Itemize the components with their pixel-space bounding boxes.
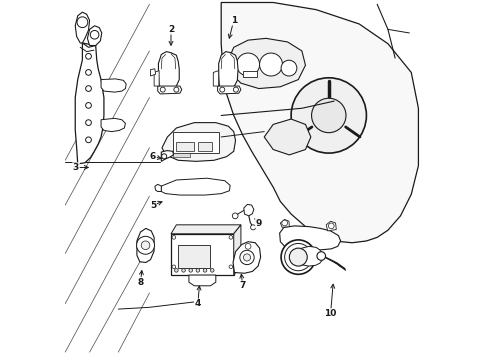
Text: 5: 5 (150, 201, 156, 210)
Text: 8: 8 (137, 278, 143, 287)
Circle shape (85, 69, 91, 75)
Circle shape (85, 103, 91, 108)
Circle shape (281, 60, 296, 76)
Polygon shape (101, 79, 126, 92)
Text: 1: 1 (230, 16, 236, 25)
Bar (171, 234, 233, 275)
Polygon shape (221, 3, 418, 243)
Polygon shape (280, 220, 289, 227)
Polygon shape (217, 86, 241, 94)
Circle shape (203, 269, 206, 272)
Circle shape (228, 235, 232, 239)
Circle shape (174, 269, 178, 272)
Circle shape (196, 269, 199, 272)
Circle shape (188, 269, 192, 272)
Circle shape (244, 243, 250, 249)
Circle shape (210, 269, 214, 272)
Text: 6: 6 (150, 152, 156, 161)
Bar (176, 141, 194, 150)
Circle shape (174, 87, 179, 92)
Polygon shape (101, 118, 125, 132)
Polygon shape (161, 150, 173, 161)
Circle shape (289, 248, 306, 266)
Polygon shape (264, 119, 310, 155)
Circle shape (219, 87, 224, 92)
Polygon shape (279, 226, 340, 250)
Circle shape (281, 220, 287, 226)
Circle shape (328, 223, 333, 229)
Circle shape (160, 87, 165, 92)
Bar (173, 153, 189, 157)
Polygon shape (158, 86, 182, 94)
Circle shape (77, 17, 88, 28)
Circle shape (232, 213, 238, 219)
Polygon shape (228, 39, 305, 89)
Polygon shape (188, 275, 215, 286)
Polygon shape (87, 26, 102, 45)
Text: 7: 7 (239, 281, 245, 290)
Circle shape (281, 240, 315, 274)
Circle shape (141, 241, 149, 249)
Polygon shape (137, 228, 154, 262)
Circle shape (311, 98, 346, 133)
Circle shape (85, 86, 91, 91)
Bar (198, 141, 212, 150)
Circle shape (259, 53, 282, 76)
Circle shape (85, 53, 91, 59)
Text: 2: 2 (167, 25, 174, 34)
Polygon shape (213, 71, 218, 86)
Polygon shape (297, 246, 322, 266)
Polygon shape (233, 225, 241, 275)
Polygon shape (218, 51, 238, 89)
Polygon shape (150, 69, 155, 76)
Circle shape (172, 265, 175, 269)
Polygon shape (171, 225, 241, 234)
Polygon shape (244, 204, 253, 216)
Bar (172, 132, 219, 153)
Text: 9: 9 (255, 219, 262, 228)
Text: 4: 4 (194, 299, 201, 308)
Circle shape (228, 265, 232, 269)
Circle shape (90, 31, 99, 39)
Circle shape (236, 53, 259, 76)
Polygon shape (158, 51, 179, 89)
Circle shape (85, 120, 91, 126)
Circle shape (243, 254, 250, 261)
Circle shape (316, 252, 325, 260)
Circle shape (162, 154, 166, 159)
Circle shape (182, 269, 185, 272)
Polygon shape (155, 184, 161, 192)
Circle shape (239, 250, 254, 265)
Polygon shape (75, 12, 89, 43)
Polygon shape (75, 43, 104, 164)
Circle shape (290, 78, 366, 153)
Circle shape (85, 137, 91, 143)
Circle shape (284, 243, 311, 271)
Polygon shape (154, 71, 159, 86)
Bar (178, 244, 210, 268)
Circle shape (136, 236, 154, 254)
Polygon shape (162, 123, 235, 161)
Circle shape (233, 87, 238, 92)
Polygon shape (325, 221, 336, 231)
Bar (242, 71, 257, 77)
Text: 10: 10 (324, 309, 336, 318)
Text: 3: 3 (73, 163, 79, 172)
Polygon shape (233, 242, 260, 273)
Circle shape (172, 235, 175, 239)
Circle shape (250, 225, 255, 230)
Polygon shape (161, 178, 230, 195)
